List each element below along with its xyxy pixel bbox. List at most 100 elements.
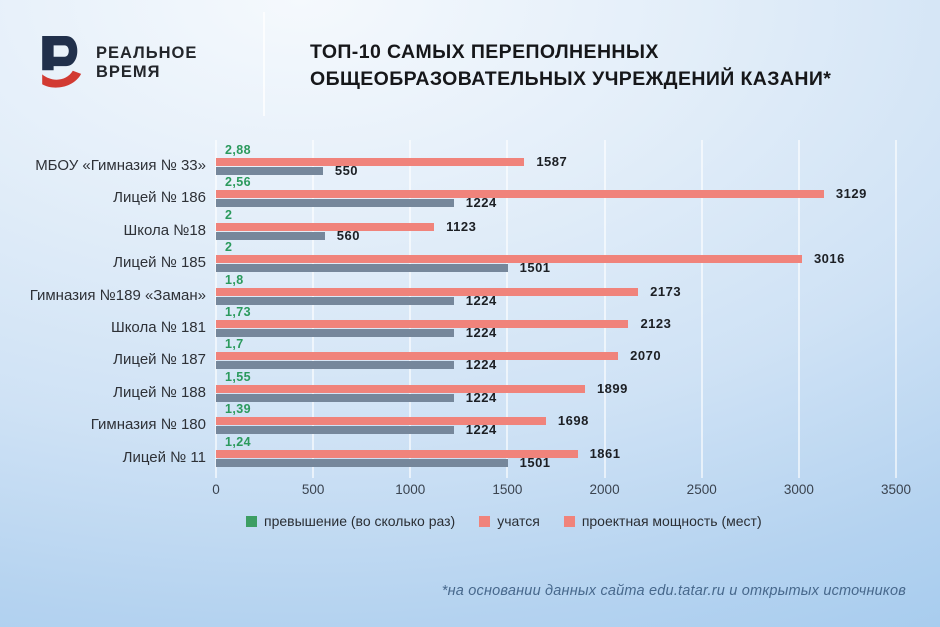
students-value: 2123 bbox=[640, 316, 672, 331]
brand-wordmark: РЕАЛЬНОЕ ВРЕМЯ bbox=[96, 44, 197, 82]
chart-row: Гимназия № 180 1,39 1698 1224 bbox=[91, 402, 896, 438]
legend-item: учатся bbox=[479, 513, 540, 529]
legend-swatch-icon bbox=[563, 515, 575, 527]
capacity-bar: 1224 bbox=[216, 293, 496, 307]
x-axis-tick: 0 bbox=[212, 482, 220, 497]
students-bar: 1587 bbox=[216, 155, 567, 169]
capacity-bar: 550 bbox=[216, 164, 358, 178]
source-footnote: *на основании данных сайта edu.tatar.ru … bbox=[441, 583, 906, 599]
chart-row: Лицей № 11 1,24 1861 1501 bbox=[123, 434, 896, 471]
students-value: 1698 bbox=[557, 413, 589, 429]
gridline bbox=[700, 140, 703, 478]
gridline bbox=[603, 140, 606, 478]
category-label: Лицей № 187 bbox=[113, 351, 206, 369]
chart-row: Гимназия №189 «Заман» 1,8 2173 1224 bbox=[30, 272, 896, 309]
capacity-value: 560 bbox=[336, 227, 360, 243]
students-value: 1899 bbox=[596, 380, 628, 396]
x-axis-tick: 3000 bbox=[783, 482, 814, 497]
ratio-value: 2,88 bbox=[225, 143, 251, 157]
students-value: 3129 bbox=[835, 186, 867, 202]
capacity-bar: 1224 bbox=[216, 390, 496, 404]
students-value: 2070 bbox=[630, 348, 662, 364]
capacity-value: 1501 bbox=[519, 454, 551, 470]
x-axis-tick: 3500 bbox=[880, 482, 912, 497]
capacity-value: 1224 bbox=[465, 389, 497, 405]
chart-row: Лицей № 188 1,55 1899 1224 bbox=[113, 369, 896, 406]
chart-row: Школа №18 2 1123 560 bbox=[123, 207, 896, 244]
category-label: Гимназия № 180 bbox=[90, 416, 206, 434]
gridline bbox=[215, 140, 217, 478]
legend-swatch-icon bbox=[479, 515, 491, 527]
capacity-bar: 1501 bbox=[216, 455, 550, 469]
students-bar: 1123 bbox=[216, 219, 476, 233]
category-label: Школа № 181 bbox=[110, 319, 206, 336]
legend-item: проектная мощность (мест) bbox=[563, 513, 762, 529]
capacity-value: 1224 bbox=[465, 325, 497, 340]
capacity-value: 550 bbox=[334, 163, 359, 178]
legend-swatch-icon bbox=[246, 515, 257, 527]
students-value: 1587 bbox=[536, 154, 568, 169]
ratio-value: 1,24 bbox=[225, 434, 251, 449]
gridline bbox=[506, 140, 509, 478]
brand-line-2: ВРЕМЯ bbox=[96, 63, 161, 81]
capacity-bar: 1224 bbox=[216, 196, 496, 210]
gridline bbox=[312, 140, 315, 478]
students-bar: 2123 bbox=[216, 317, 671, 331]
students-value: 3016 bbox=[813, 251, 845, 267]
capacity-value: 1224 bbox=[465, 422, 497, 438]
plot-area: МБОУ «Гимназия № 33» 2,88 1587 550 Лицей № 1… bbox=[30, 140, 897, 478]
page-title: ТОП-10 САМЫХ ПЕРЕПОЛНЕННЫХ ОБЩЕОБРАЗОВАТ… bbox=[310, 39, 831, 93]
capacity-value: 1224 bbox=[465, 195, 497, 211]
legend-label: проектная мощность (мест) bbox=[581, 513, 762, 529]
capacity-value: 1224 bbox=[465, 357, 497, 373]
title-line-1: ТОП-10 САМЫХ ПЕРЕПОЛНЕННЫХ bbox=[310, 41, 659, 63]
ratio-value: 1,8 bbox=[225, 272, 244, 287]
header-divider bbox=[263, 12, 265, 116]
ratio-value: 1,55 bbox=[225, 369, 251, 384]
capacity-bar: 1224 bbox=[216, 423, 496, 437]
capacity-value: 1224 bbox=[465, 292, 497, 308]
chart-row: Лицей № 187 1,7 2070 1224 bbox=[113, 337, 896, 373]
x-axis-tick: 2500 bbox=[686, 482, 717, 497]
ratio-value: 2 bbox=[225, 207, 233, 222]
capacity-bar: 1224 bbox=[216, 358, 496, 372]
gridline bbox=[797, 140, 800, 478]
chart-row: Школа № 181 1,73 2123 1224 bbox=[111, 305, 896, 341]
capacity-value: 1501 bbox=[519, 260, 551, 276]
brand-line-1: РЕАЛЬНОЕ bbox=[96, 44, 198, 62]
ratio-value: 1,73 bbox=[225, 305, 251, 319]
realnoe-vremya-logo-icon bbox=[42, 36, 82, 88]
legend-label: учатся bbox=[497, 513, 540, 529]
category-label: МБОУ «Гимназия № 33» bbox=[35, 157, 206, 174]
students-bar: 3129 bbox=[216, 187, 866, 201]
ratio-value: 1,39 bbox=[225, 402, 251, 417]
category-label: Школа №18 bbox=[123, 221, 206, 239]
students-value: 1123 bbox=[446, 218, 477, 234]
students-bar: 1698 bbox=[216, 414, 588, 428]
students-value: 1861 bbox=[589, 445, 621, 461]
ratio-value: 2,56 bbox=[225, 175, 251, 190]
students-value: 2173 bbox=[650, 283, 682, 299]
x-axis-tick: 2000 bbox=[589, 482, 620, 497]
capacity-bar: 1224 bbox=[216, 326, 496, 340]
category-label: Лицей № 188 bbox=[113, 383, 206, 401]
legend-item: превышение (во сколько раз) bbox=[246, 513, 455, 529]
category-label: Гимназия №189 «Заман» bbox=[29, 286, 206, 304]
gridline bbox=[409, 140, 412, 478]
students-bar: 1899 bbox=[216, 381, 627, 395]
ratio-value: 2 bbox=[225, 240, 233, 255]
students-bar: 2070 bbox=[216, 349, 661, 363]
category-label: Лицей № 185 bbox=[113, 254, 206, 272]
chart-row: МБОУ «Гимназия № 33» 2,88 1587 550 bbox=[35, 143, 896, 179]
chart-row: Лицей № 185 2 3016 1501 bbox=[113, 240, 896, 276]
students-bar: 3016 bbox=[216, 252, 844, 266]
x-axis-tick: 500 bbox=[301, 482, 325, 497]
capacity-bar: 1501 bbox=[216, 261, 550, 275]
category-label: Лицей № 186 bbox=[113, 189, 206, 207]
legend-label: превышение (во сколько раз) bbox=[264, 513, 456, 529]
students-bar: 2173 bbox=[216, 284, 681, 298]
chart-row: Лицей № 186 2,56 3129 1224 bbox=[113, 175, 896, 211]
chart-legend: превышение (во сколько раз) учатся проектн… bbox=[246, 513, 762, 529]
title-line-2: ОБЩЕОБРАЗОВАТЕЛЬНЫХ УЧРЕЖДЕНИЙ КАЗАНИ* bbox=[310, 68, 832, 90]
